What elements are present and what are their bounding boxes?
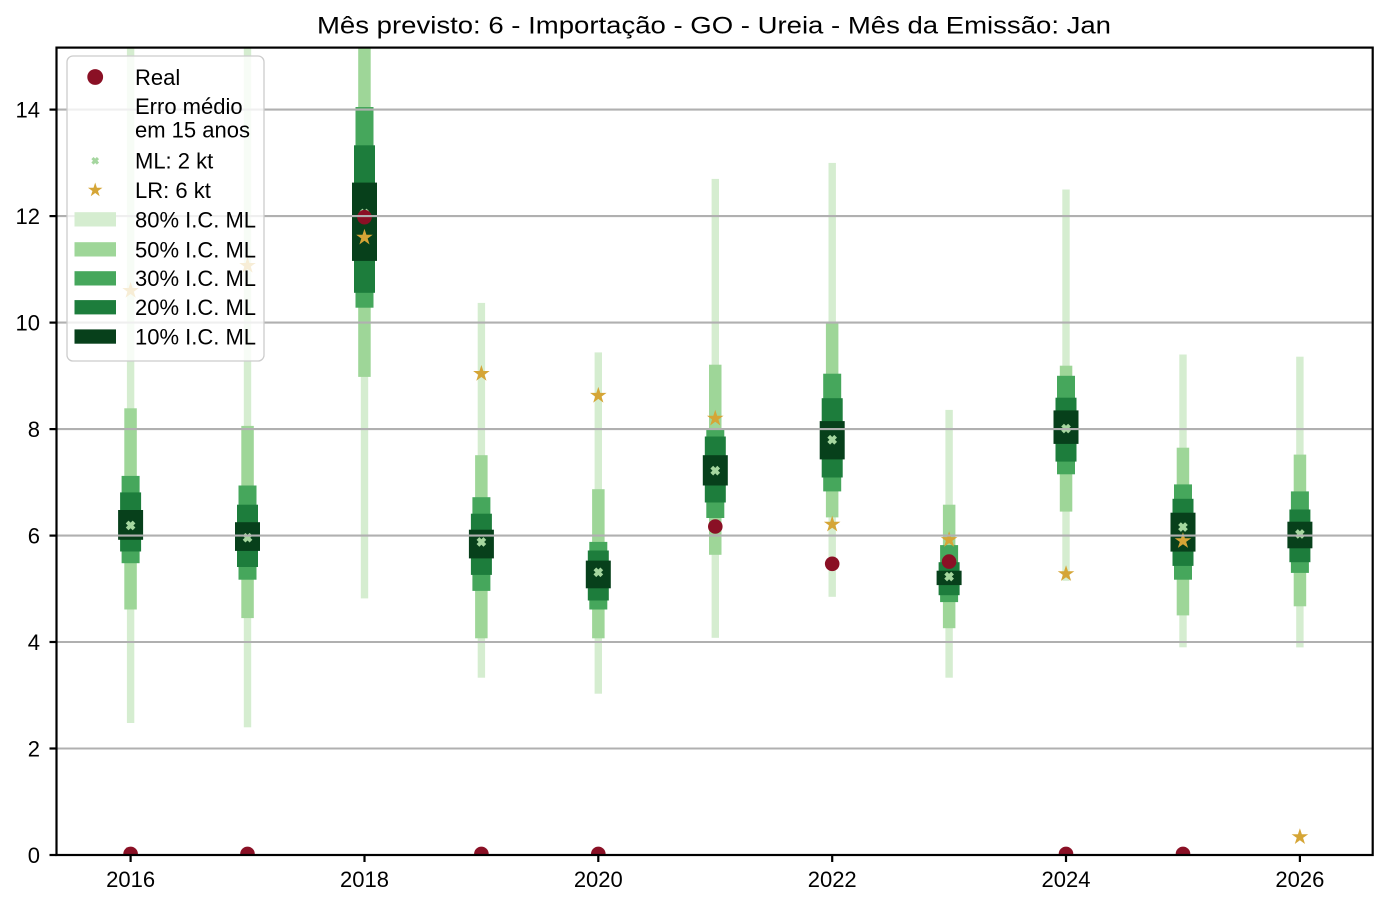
- svg-text:10: 10: [16, 311, 40, 336]
- svg-text:2018: 2018: [340, 867, 389, 892]
- svg-text:6: 6: [28, 524, 40, 549]
- svg-text:ML: 2 kt: ML: 2 kt: [135, 149, 213, 174]
- svg-text:50% I.C. ML: 50% I.C. ML: [135, 237, 256, 262]
- svg-text:4: 4: [28, 630, 40, 655]
- svg-text:30% I.C. ML: 30% I.C. ML: [135, 266, 256, 291]
- svg-text:0: 0: [28, 843, 40, 868]
- svg-text:2020: 2020: [574, 867, 623, 892]
- svg-text:2: 2: [28, 736, 40, 761]
- svg-text:2016: 2016: [106, 867, 155, 892]
- svg-text:8: 8: [28, 417, 40, 442]
- svg-text:em 15 anos: em 15 anos: [135, 117, 250, 142]
- svg-text:Mês previsto: 6 - Importação -: Mês previsto: 6 - Importação - GO - Urei…: [317, 13, 1111, 40]
- svg-text:14: 14: [16, 98, 40, 123]
- svg-text:2026: 2026: [1275, 867, 1324, 892]
- svg-text:20% I.C. ML: 20% I.C. ML: [135, 295, 256, 320]
- svg-text:LR: 6 kt: LR: 6 kt: [135, 178, 211, 203]
- svg-text:2024: 2024: [1042, 867, 1091, 892]
- svg-text:Real: Real: [135, 65, 180, 90]
- svg-text:80% I.C. ML: 80% I.C. ML: [135, 207, 256, 232]
- svg-text:10% I.C. ML: 10% I.C. ML: [135, 324, 256, 349]
- svg-text:Erro médio: Erro médio: [135, 94, 243, 119]
- svg-text:12: 12: [16, 204, 40, 229]
- svg-text:2022: 2022: [808, 867, 857, 892]
